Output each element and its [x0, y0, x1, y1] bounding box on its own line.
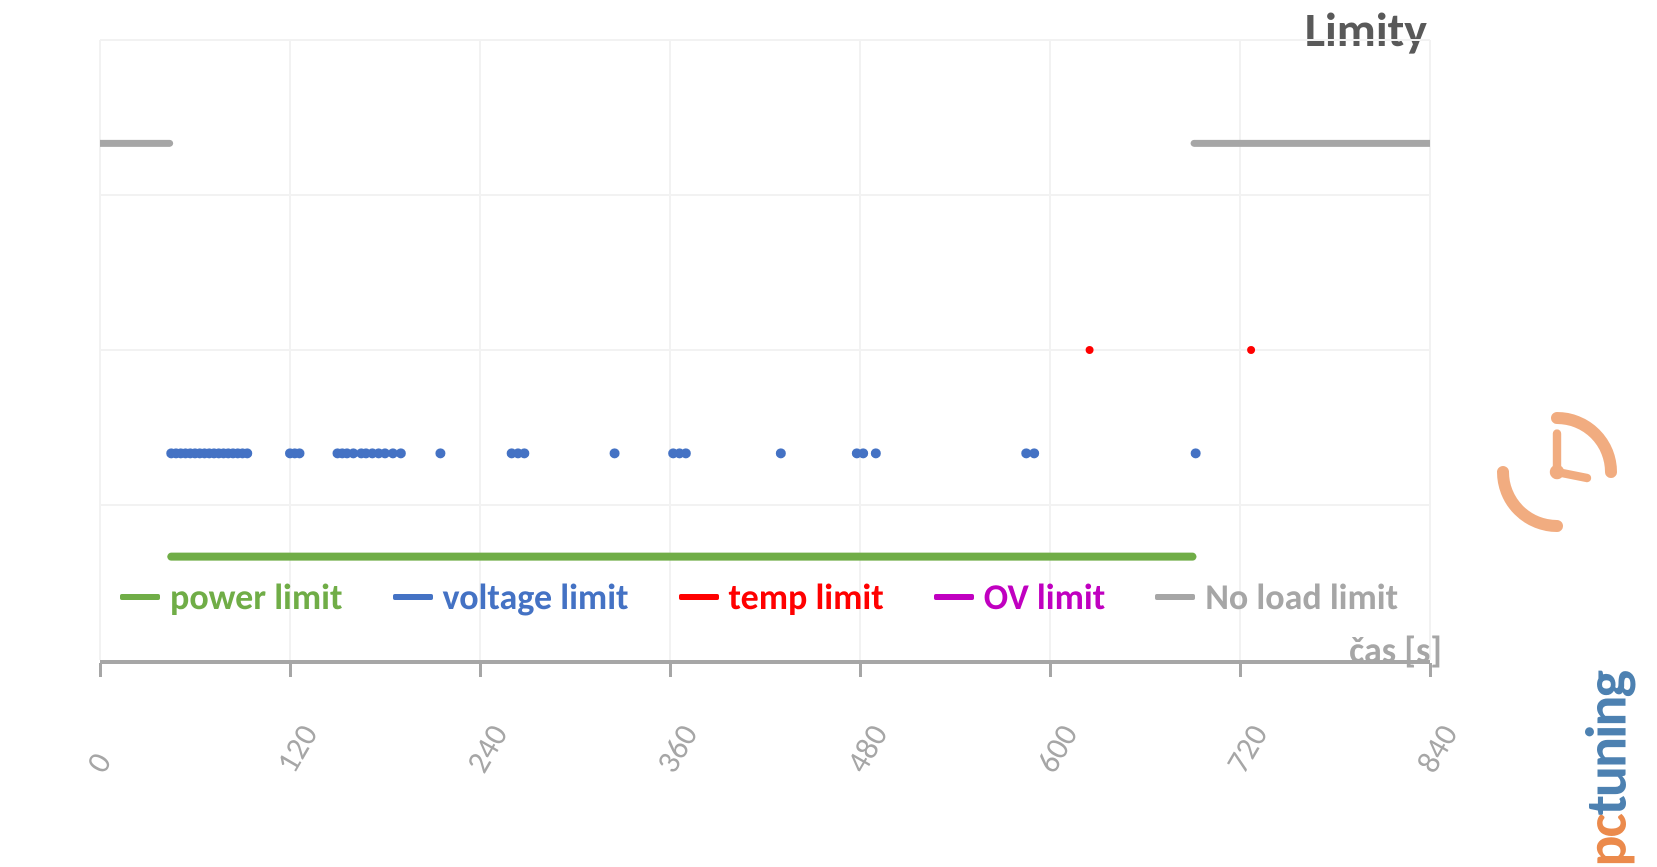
legend-item-voltage: voltage limit: [393, 575, 629, 619]
plot-area: [100, 40, 1430, 660]
x-tick-label: 840: [1408, 718, 1466, 780]
x-tick: [669, 663, 672, 677]
watermark-pc: pc: [1571, 815, 1642, 866]
watermark-clock-icon: [1497, 412, 1617, 532]
x-tick-label: 360: [648, 718, 706, 780]
x-tick-label: 0: [78, 746, 120, 780]
marker-voltage: [396, 448, 406, 458]
legend-item-power: power limit: [120, 575, 343, 619]
legend-swatch: [679, 594, 719, 600]
legend-swatch: [934, 594, 974, 600]
x-tick-label: 120: [268, 718, 326, 780]
x-tick: [99, 663, 102, 677]
x-tick-label: 240: [458, 718, 516, 780]
x-axis-line: [100, 660, 1430, 664]
marker-voltage: [776, 448, 786, 458]
x-tick: [289, 663, 292, 677]
x-tick: [859, 663, 862, 677]
legend-label: power limit: [170, 575, 343, 619]
legend-swatch: [120, 594, 160, 600]
marker-temp: [1086, 346, 1094, 354]
marker-voltage: [1029, 448, 1039, 458]
legend-swatch: [1155, 594, 1195, 600]
marker-voltage: [435, 448, 445, 458]
x-tick: [1239, 663, 1242, 677]
watermark-logo: pctuning: [1571, 672, 1642, 867]
legend-swatch: [393, 594, 433, 600]
watermark-tuning: tuning: [1571, 672, 1642, 815]
marker-voltage: [681, 448, 691, 458]
marker-voltage: [519, 448, 529, 458]
legend: power limit voltage limit temp limit OV lim…: [120, 575, 1398, 619]
legend-item-temp: temp limit: [679, 575, 884, 619]
x-axis-label: čas [s]: [1349, 628, 1442, 672]
x-tick: [1049, 663, 1052, 677]
x-tick: [479, 663, 482, 677]
chart-container: Limity power limitvoltage limittemp limi…: [0, 0, 1657, 772]
marker-voltage: [1191, 448, 1201, 458]
marker-temp: [1247, 346, 1255, 354]
legend-item-ov: OV limit: [934, 575, 1105, 619]
marker-voltage: [858, 448, 868, 458]
x-tick-label: 600: [1028, 718, 1086, 780]
marker-voltage: [610, 448, 620, 458]
legend-label: temp limit: [729, 575, 884, 619]
legend-label: voltage limit: [443, 575, 629, 619]
marker-voltage: [871, 448, 881, 458]
x-tick-label: 480: [838, 718, 896, 780]
legend-label: No load limit: [1205, 575, 1398, 619]
x-tick-label: 720: [1218, 718, 1276, 780]
marker-voltage: [242, 448, 252, 458]
legend-label: OV limit: [984, 575, 1105, 619]
marker-voltage: [295, 448, 305, 458]
legend-item-noload: No load limit: [1155, 575, 1398, 619]
